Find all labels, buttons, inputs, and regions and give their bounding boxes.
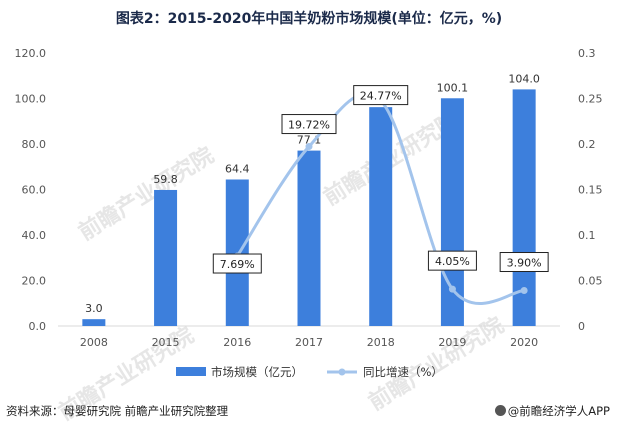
legend-line-marker xyxy=(338,368,346,376)
brand-text: @前瞻经济学人APP xyxy=(507,404,610,418)
y-right-tick-label: 0.1 xyxy=(578,229,596,242)
bar xyxy=(82,319,106,326)
bar xyxy=(369,107,393,327)
growth-label: 24.77% xyxy=(360,90,402,103)
legend-bar-swatch xyxy=(176,367,206,376)
y-right-tick-label: 0.25 xyxy=(578,93,603,106)
growth-label-box xyxy=(281,114,337,135)
x-tick-label: 2008 xyxy=(80,336,108,349)
growth-label-box xyxy=(353,85,409,106)
bar xyxy=(297,150,321,326)
y-right-tick-label: 0.2 xyxy=(578,138,596,151)
x-tick-label: 2020 xyxy=(510,336,538,349)
source-note: 资料来源：母婴研究院 前瞻产业研究院整理 xyxy=(6,404,229,418)
x-tick-label: 2017 xyxy=(295,336,323,349)
growth-label-box xyxy=(212,253,262,274)
brand-logo-icon xyxy=(494,405,506,416)
growth-point xyxy=(305,143,313,151)
bar-value-label: 104.0 xyxy=(508,72,540,85)
growth-label: 19.72% xyxy=(288,119,330,132)
x-tick-label: 2018 xyxy=(367,336,395,349)
y-left-tick-label: 60.0 xyxy=(22,184,47,197)
chart-title: 图表2：2015-2020年中国羊奶粉市场规模(单位：亿元，%) xyxy=(115,11,503,27)
bar-value-label: 64.4 xyxy=(225,162,250,175)
bar-value-label: 100.1 xyxy=(437,81,469,94)
y-left-tick-label: 120.0 xyxy=(15,47,47,60)
growth-label: 7.69% xyxy=(220,258,255,271)
y-left-tick-label: 20.0 xyxy=(22,275,47,288)
growth-label-box xyxy=(499,252,549,273)
bar-value-label: 77.1 xyxy=(297,134,322,147)
growth-point xyxy=(448,285,456,293)
x-tick-label: 2015 xyxy=(152,336,180,349)
y-left-tick-label: 40.0 xyxy=(22,229,47,242)
growth-label: 3.90% xyxy=(507,257,542,270)
brand-credit: @前瞻经济学人APP xyxy=(494,403,610,419)
growth-label: 4.05% xyxy=(435,255,470,268)
growth-label-box xyxy=(427,250,477,271)
legend-line-label: 同比增速（%） xyxy=(363,365,443,379)
y-left-tick-label: 80.0 xyxy=(22,138,47,151)
y-left-tick-label: 100.0 xyxy=(15,93,47,106)
legend-bar-label: 市场规模（亿元） xyxy=(211,365,303,379)
growth-point xyxy=(520,287,528,295)
watermark-text: 前瞻产业研究院 xyxy=(74,142,218,246)
y-right-tick-label: 0.05 xyxy=(578,275,603,288)
y-right-tick-label: 0.15 xyxy=(578,184,603,197)
bar-value-label: 3.0 xyxy=(85,302,103,315)
y-right-tick-label: 0 xyxy=(578,320,585,333)
x-tick-label: 2016 xyxy=(223,336,251,349)
y-right-tick-label: 0.3 xyxy=(578,47,596,60)
y-left-tick-label: 0.0 xyxy=(29,320,47,333)
bar-value-label: 59.8 xyxy=(153,173,178,186)
bar xyxy=(154,189,178,326)
x-tick-label: 2019 xyxy=(438,336,466,349)
